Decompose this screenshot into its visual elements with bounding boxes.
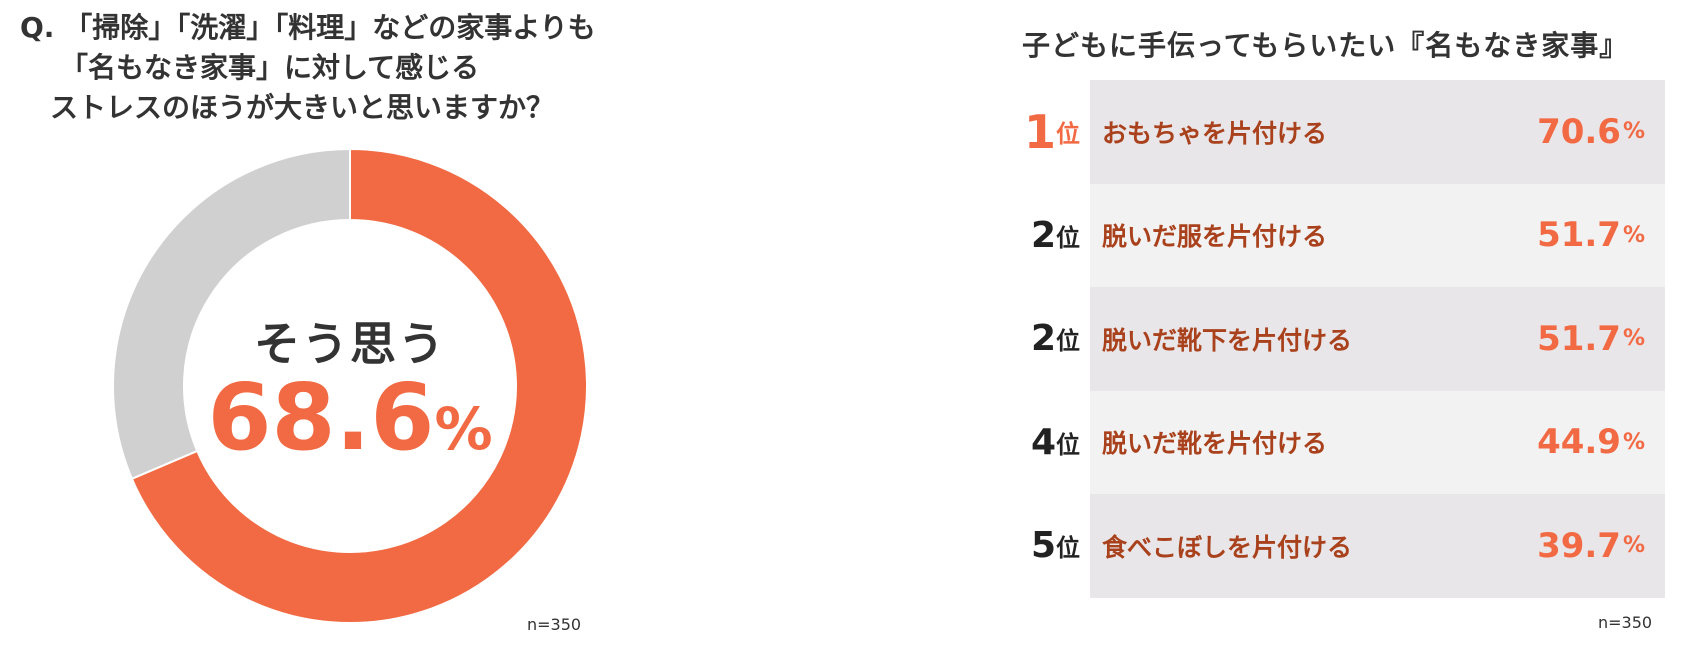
rank-suffix: 位 xyxy=(1056,327,1080,356)
center-label: そう思う xyxy=(254,317,446,371)
rank-value-unit: % xyxy=(1622,119,1645,145)
rank-value-unit: % xyxy=(1622,222,1645,248)
rank-digit: 5 xyxy=(1030,525,1056,567)
rank-value: 70.6% xyxy=(1537,80,1645,184)
ranking-panel: 子どもに手伝ってもらいたい『名もなき家事』 1 位おもちゃを片付ける 70.6% 2 位… xyxy=(1010,0,1691,657)
rank-digit: 1 xyxy=(1023,104,1056,159)
ranking-row: 5 位食べこぼしを片付ける 39.7% xyxy=(1010,494,1665,598)
rank-value: 51.7% xyxy=(1537,184,1645,288)
rank-item-label: 脱いだ靴下を片付ける xyxy=(1102,325,1353,355)
ranking-row: 4 位脱いだ靴を片付ける 44.9% xyxy=(1010,390,1665,495)
ranking-row: 2 位脱いだ服を片付ける 51.7% xyxy=(1010,183,1665,288)
rank-item-label: おもちゃを片付ける xyxy=(1102,118,1328,148)
rank-suffix: 位 xyxy=(1056,430,1080,459)
rank-bar: 食べこぼしを片付ける 39.7% xyxy=(1090,494,1665,598)
donut-center: そう思う 68.6% xyxy=(90,126,610,646)
question-line: ストレスのほうが大きいと思いますか？ xyxy=(50,91,555,124)
center-value-number: 68.6 xyxy=(207,364,435,471)
ranking-list: 1 位おもちゃを片付ける 70.6% 2 位脱いだ服を片付ける 51.7% 2 位脱いだ靴下を… xyxy=(1010,80,1665,598)
rank-value-unit: % xyxy=(1622,326,1645,352)
donut-chart: そう思う 68.6% xyxy=(90,126,610,646)
donut-slice-agree xyxy=(130,147,588,624)
center-value-unit: % xyxy=(434,395,493,463)
rank-bar: おもちゃを片付ける 70.6% xyxy=(1090,80,1665,184)
rank-digit: 4 xyxy=(1030,421,1056,463)
rank-item-label: 脱いだ服を片付ける xyxy=(1102,222,1328,252)
rank-bar: 脱いだ靴を片付ける 44.9% xyxy=(1090,390,1665,495)
rank-value-number: 44.9 xyxy=(1537,422,1621,463)
question-text: Q. 「掃除」「洗濯」「料理」などの家事よりも 「名もなき家事」に対して感じる … xyxy=(20,8,700,128)
rank-suffix: 位 xyxy=(1056,223,1080,252)
rank-item-label: 脱いだ靴を片付ける xyxy=(1102,429,1328,459)
donut-svg xyxy=(112,147,588,624)
sample-size-label: n=350 xyxy=(527,615,582,634)
sample-size-label: n=350 xyxy=(1598,613,1653,632)
rank-suffix: 位 xyxy=(1056,534,1080,563)
rank-value: 51.7% xyxy=(1537,287,1645,391)
rank-value-unit: % xyxy=(1622,429,1645,455)
rank-value: 44.9% xyxy=(1537,391,1645,495)
rank-suffix: 位 xyxy=(1056,120,1080,149)
ranking-row: 2 位脱いだ靴下を片付ける 51.7% xyxy=(1010,287,1665,391)
question-line: 「名もなき家事」に対して感じる xyxy=(60,51,480,84)
rank-value: 39.7% xyxy=(1537,494,1645,598)
rank-value-number: 70.6 xyxy=(1537,111,1621,152)
rank-value-unit: % xyxy=(1622,533,1645,559)
rank-bar: 脱いだ服を片付ける 51.7% xyxy=(1090,183,1665,288)
center-value: 68.6% xyxy=(90,364,610,471)
rank-value-number: 39.7 xyxy=(1537,525,1621,566)
rank-item-label: 食べこぼしを片付ける xyxy=(1102,532,1353,562)
ranking-row: 1 位おもちゃを片付ける 70.6% xyxy=(1010,80,1665,184)
rank-value-number: 51.7 xyxy=(1537,318,1621,359)
question-line: Q. 「掃除」「洗濯」「料理」などの家事よりも xyxy=(20,11,596,44)
donut-slice-other xyxy=(112,147,351,481)
donut-chart-panel: Q. 「掃除」「洗濯」「料理」などの家事よりも 「名もなき家事」に対して感じる … xyxy=(0,0,700,657)
rank-digit: 2 xyxy=(1030,214,1056,256)
rank-value-number: 51.7 xyxy=(1537,215,1621,256)
rank-bar: 脱いだ靴下を片付ける 51.7% xyxy=(1090,287,1665,391)
ranking-title: 子どもに手伝ってもらいたい『名もなき家事』 xyxy=(1022,29,1629,62)
rank-digit: 2 xyxy=(1030,318,1056,360)
